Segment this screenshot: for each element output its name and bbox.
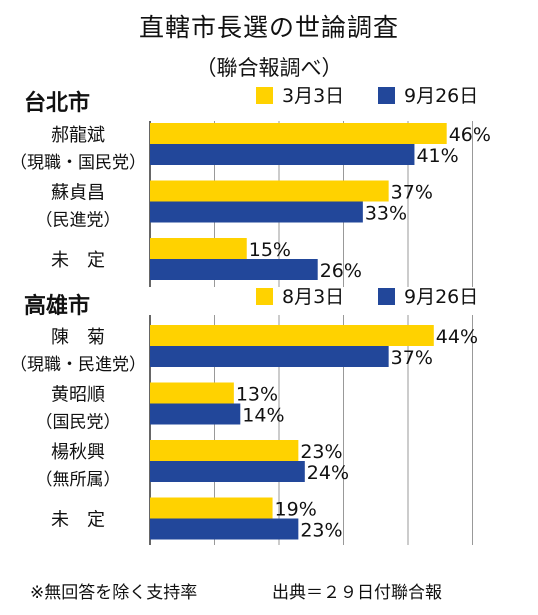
panel-title: 台北市 [24,90,90,116]
data-label: 37% [391,182,433,204]
data-label: 33% [365,203,407,225]
chart-subtitle: （聯合報調べ） [195,56,343,80]
bar [150,201,363,223]
data-label: 23% [300,441,342,463]
category-label: 未 定 [51,510,105,531]
chart-title: 直轄市長選の世論調査 [138,13,399,42]
legend-swatch [378,288,395,305]
data-label: 14% [242,405,284,427]
category-label: 陳 菊 [51,327,105,348]
legend-label: 3月3日 [282,85,344,107]
bar [150,440,299,461]
data-label: 19% [275,499,317,521]
category-note: （現職・国民党） [10,153,146,173]
bar [150,403,241,425]
legend-swatch [256,87,273,104]
data-label: 13% [236,384,278,406]
bar [150,325,434,346]
panel-title: 高雄市 [24,293,90,319]
bar [150,144,415,165]
category-label: 蘇貞昌 [51,183,105,204]
bar [150,461,305,482]
legend-label: 9月26日 [404,85,478,107]
bar [150,123,447,144]
data-label: 24% [307,462,349,484]
legend-swatch [378,87,395,104]
bar [150,346,389,367]
category-label: 郝龍斌 [51,125,105,146]
bar [150,238,247,259]
category-note: （国民党） [36,413,121,433]
bar [150,497,273,519]
category-note: （民進党） [36,211,121,231]
bar [150,180,389,202]
category-label: 楊秋興 [51,442,105,463]
data-label: 41% [416,145,458,167]
data-label: 37% [391,347,433,369]
data-label: 26% [320,260,362,282]
category-label: 黄昭順 [51,385,105,406]
legend-label: 8月3日 [282,286,344,308]
footnote: ※無回答を除く支持率 [30,583,198,603]
data-label: 44% [436,326,478,348]
category-label: 未 定 [51,250,105,271]
data-label: 46% [449,124,491,146]
bar [150,382,234,404]
data-label: 23% [300,520,342,542]
source-note: 出典＝２９日付聯合報 [272,583,442,603]
legend-swatch [256,288,273,305]
legend-label: 9月26日 [404,286,478,308]
category-note: （現職・民進党） [10,355,146,375]
category-note: （無所属） [36,470,121,490]
bar [150,518,299,540]
data-label: 15% [249,239,291,261]
bar [150,259,318,280]
